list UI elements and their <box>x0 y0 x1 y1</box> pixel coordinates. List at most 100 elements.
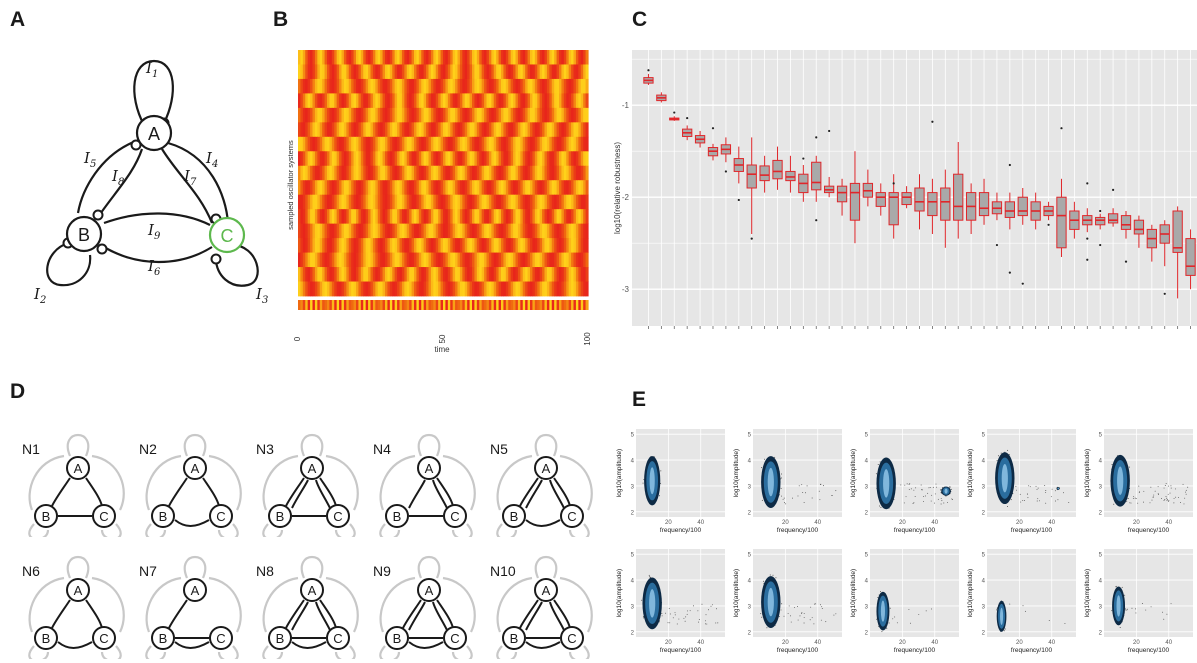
heatmap-cell <box>314 194 318 210</box>
heatmap-cell <box>459 151 463 167</box>
network-node-label: C <box>567 631 576 646</box>
scatter-y-axis-label: log10(amplitude) <box>733 569 740 617</box>
heatmap-cell <box>450 107 454 123</box>
heatmap-cell <box>430 136 434 152</box>
heatmap-cell <box>375 209 379 225</box>
heatmap-cell <box>503 50 507 65</box>
heatmap-cell <box>443 180 447 196</box>
heatmap-cell <box>411 107 415 123</box>
heatmap-cell <box>522 252 526 268</box>
heatmap-cell <box>462 267 466 282</box>
scatter-point <box>1015 485 1017 487</box>
heatmap-cell <box>539 165 543 181</box>
heatmap-cell <box>411 238 415 253</box>
heatmap-cell <box>467 180 471 196</box>
heatmap-cell <box>554 281 558 297</box>
scatter-point <box>1167 493 1169 495</box>
heatmap-cell <box>479 136 483 152</box>
heatmap-cell <box>542 165 546 181</box>
heatmap-cell <box>346 93 350 109</box>
scatter-x-tick-label: 20 <box>782 640 789 646</box>
heatmap-cell <box>305 151 309 167</box>
scatter-point <box>820 619 822 621</box>
heatmap-cell <box>486 194 490 210</box>
heatmap-cell <box>310 180 314 196</box>
scatter-y-tick-label: 3 <box>1099 604 1103 610</box>
heatmap-cell <box>467 209 471 225</box>
heatmap-cell <box>401 136 405 152</box>
heatmap-cell <box>491 78 495 94</box>
heatmap-cell <box>459 50 463 65</box>
heatmap-cell <box>515 180 519 196</box>
heatmap-cell <box>358 267 362 282</box>
heatmap-cell <box>363 165 367 181</box>
heatmap-cell <box>527 50 531 65</box>
heatmap-cell <box>551 165 555 181</box>
heatmap-cell <box>331 64 335 80</box>
heatmap-cell <box>377 300 381 310</box>
heatmap-cell <box>397 267 401 282</box>
network-node-label: A <box>74 461 83 476</box>
scatter-x-axis-label: frequency/100 <box>777 647 819 654</box>
heatmap-cell <box>433 165 437 181</box>
heatmap-cell <box>559 165 563 181</box>
heatmap-cell <box>508 122 512 138</box>
heatmap-cell <box>377 252 381 268</box>
network-node-label: C <box>216 509 225 524</box>
heatmap-cell <box>404 209 408 225</box>
heatmap-cell <box>457 107 461 123</box>
heatmap-cell <box>414 78 418 94</box>
heatmap-cell <box>491 300 495 310</box>
heatmap-cell <box>312 136 316 152</box>
heatmap-cell <box>322 267 326 282</box>
scatter-density-blob <box>1056 486 1060 491</box>
heatmap-cell <box>484 252 488 268</box>
heatmap-cell <box>348 151 352 167</box>
heatmap-cell <box>503 300 507 310</box>
heatmap-cell <box>525 252 529 268</box>
heatmap-cell <box>542 151 546 167</box>
heatmap-cell <box>302 194 306 210</box>
heatmap-cell <box>542 107 546 123</box>
scatter-x-axis-label: frequency/100 <box>1128 527 1170 534</box>
heatmap-cell <box>319 50 323 65</box>
heatmap-cell <box>450 300 454 310</box>
heatmap-cell <box>447 209 451 225</box>
network-edge <box>291 601 309 631</box>
heatmap-cell <box>356 50 360 65</box>
heatmap-cell <box>387 223 391 239</box>
heatmap-cell <box>324 93 328 109</box>
heatmap-cell <box>401 107 405 123</box>
heatmap-cell <box>370 252 374 268</box>
heatmap-cell <box>368 165 372 181</box>
heatmap-cell <box>341 238 345 253</box>
heatmap-cell <box>433 180 437 196</box>
heatmap-cell <box>312 78 316 94</box>
heatmap-cell <box>421 223 425 239</box>
heatmap-cell <box>585 107 589 123</box>
heatmap-cell <box>571 223 575 239</box>
heatmap-cell <box>380 209 384 225</box>
heatmap-cell <box>505 64 509 80</box>
panel-label-a: A <box>10 8 26 31</box>
heatmap-cell <box>484 209 488 225</box>
heatmap-cell <box>481 252 485 268</box>
heatmap-cell <box>563 194 567 210</box>
heatmap-cell <box>503 78 507 94</box>
scatter-point <box>1158 494 1160 495</box>
heatmap-cell <box>392 223 396 239</box>
scatter-point <box>1054 490 1056 492</box>
boxplot-outlier <box>815 219 818 222</box>
heatmap-cell <box>563 78 567 94</box>
heatmap-cell <box>580 93 584 109</box>
heatmap-cell <box>416 180 420 196</box>
heatmap-cell <box>418 50 422 65</box>
scatter-y-tick-label: 2 <box>631 630 635 636</box>
scatter-point <box>665 612 667 614</box>
heatmap-cell <box>556 223 560 239</box>
heatmap-cell <box>302 223 306 239</box>
heatmap-cell <box>327 78 331 94</box>
heatmap-cell <box>322 93 326 109</box>
